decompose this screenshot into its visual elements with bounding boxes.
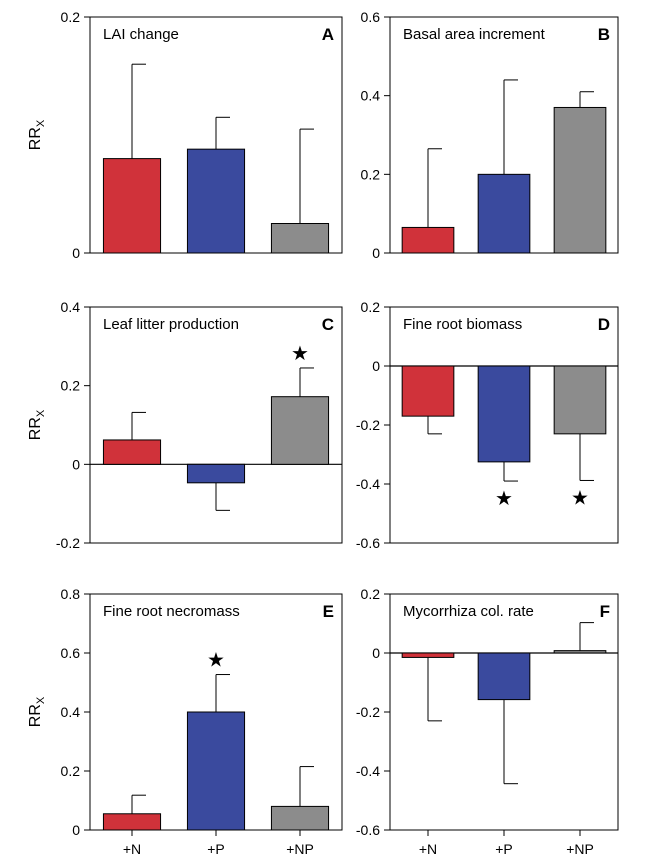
panel-letter: E: [323, 602, 334, 621]
y-axis-label: RRX: [27, 409, 47, 440]
y-tick-label: -0.4: [356, 763, 380, 779]
panel-letter: D: [598, 315, 610, 334]
significance-star: ★: [571, 485, 589, 509]
panel-f: -0.6 -0.4 -0.2 0 0.2 +N +P +NP Mycorrhiza col. r…: [356, 586, 619, 857]
x-tick-label: +P: [207, 841, 225, 857]
y-tick-label: 0.6: [61, 645, 81, 661]
bar-plus-p: [477, 173, 531, 254]
bar-plus-n: [401, 365, 455, 417]
bar-plus-n: [102, 158, 162, 254]
y-tick-label: 0.2: [61, 763, 81, 779]
y-axis-label: RRX: [27, 696, 47, 727]
y-tick-label: 0.2: [61, 378, 81, 394]
y-tick-label: -0.4: [356, 476, 380, 492]
panel-b: 0 0.2 0.4 0.6 Basal area increment B: [361, 9, 619, 261]
panel-title: Basal area increment: [403, 26, 546, 43]
y-tick-label: 0.6: [361, 9, 381, 25]
bar-plus-p: [477, 365, 531, 463]
plot-frame: [89, 306, 343, 544]
y-axis-label: RRX: [27, 119, 47, 150]
panel-title: Mycorrhiza col. rate: [403, 603, 534, 620]
bar-plus-n: [102, 813, 162, 831]
y-tick-label: -0.2: [356, 704, 380, 720]
x-tick-label: +NP: [566, 841, 594, 857]
bar-plus-p: [186, 463, 246, 484]
x-tick-label: +N: [123, 841, 141, 857]
panel-title: LAI change: [103, 26, 179, 43]
panel-title: Fine root biomass: [403, 316, 522, 333]
y-tick-label: 0.4: [61, 704, 81, 720]
bar-plus-np: [553, 650, 607, 654]
bar-plus-n: [401, 652, 455, 658]
bar-plus-np: [270, 396, 330, 465]
x-tick-label: +NP: [286, 841, 314, 857]
y-tick-label: 0.2: [61, 9, 81, 25]
bar-plus-p: [186, 711, 246, 831]
y-tick-label: 0.2: [361, 166, 381, 182]
y-tick-label: 0: [72, 822, 80, 838]
panel-letter: F: [600, 602, 610, 621]
bar-plus-np: [553, 365, 607, 435]
panel-letter: C: [322, 315, 334, 334]
x-tick-label: +N: [419, 841, 437, 857]
panel-a: 0 0.2 LAI change A RRX: [27, 9, 343, 261]
panel-letter: A: [322, 25, 334, 44]
y-tick-label: 0.2: [361, 586, 381, 602]
panel-letter: B: [598, 25, 610, 44]
bar-plus-p: [186, 148, 246, 254]
y-tick-label: 0.8: [61, 586, 81, 602]
panel-title: Fine root necromass: [103, 603, 240, 620]
bar-plus-np: [270, 223, 330, 254]
panel-d: -0.6 -0.4 -0.2 0 0.2 ★ ★ Fine root biomass D: [356, 299, 619, 551]
bar-plus-n: [401, 226, 455, 254]
y-tick-label: 0.4: [61, 299, 81, 315]
panel-e: 0 0.2 0.4 0.6 0.8 +N ★ +P +NP Fine root necromass…: [27, 586, 343, 857]
significance-star: ★: [291, 341, 309, 365]
y-tick-label: 0: [372, 358, 380, 374]
significance-star: ★: [495, 486, 513, 510]
y-tick-label: -0.2: [356, 417, 380, 433]
panel-title: Leaf litter production: [103, 316, 239, 333]
y-tick-label: 0.4: [361, 88, 381, 104]
y-tick-label: 0.2: [361, 299, 381, 315]
bar-plus-np: [270, 805, 330, 831]
significance-star: ★: [207, 648, 225, 672]
y-tick-label: 0: [372, 645, 380, 661]
y-tick-label: -0.6: [356, 535, 380, 551]
y-tick-label: -0.6: [356, 822, 380, 838]
panel-c: -0.2 0 0.2 0.4 ★ Leaf litter production C RRX: [27, 299, 343, 551]
y-tick-label: 0: [72, 456, 80, 472]
bar-plus-np: [553, 106, 607, 254]
y-tick-label: 0: [72, 245, 80, 261]
x-tick-label: +P: [495, 841, 513, 857]
bar-plus-p: [477, 652, 531, 701]
y-tick-label: -0.2: [56, 535, 80, 551]
y-tick-label: 0: [372, 245, 380, 261]
bar-plus-n: [102, 439, 162, 465]
